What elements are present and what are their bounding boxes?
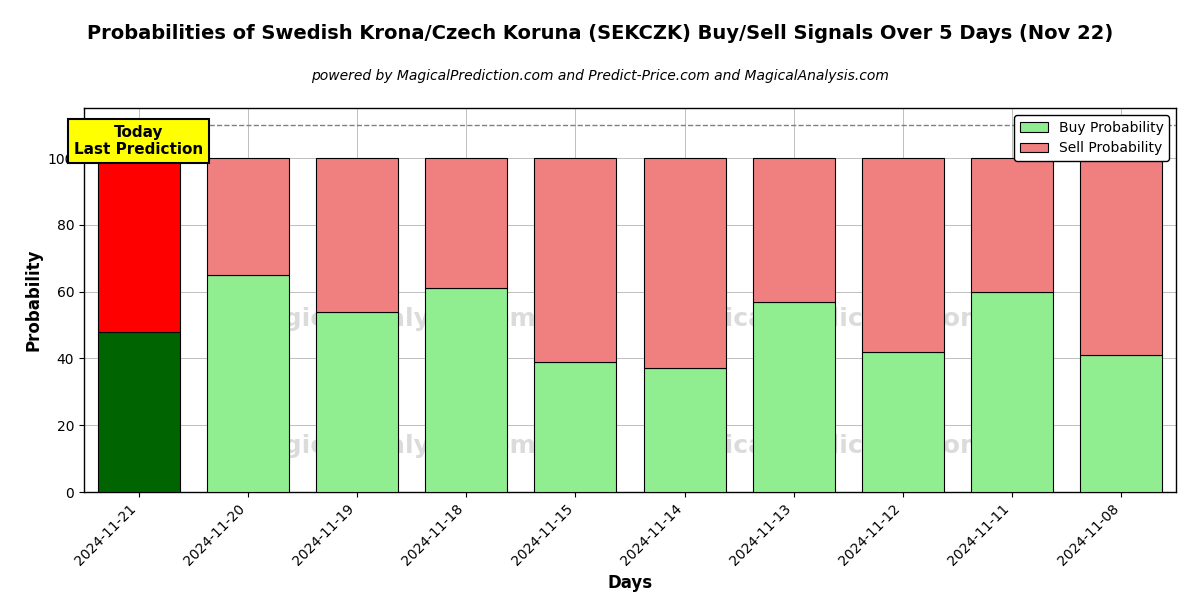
- Text: Today
Last Prediction: Today Last Prediction: [74, 125, 203, 157]
- Bar: [862, 352, 944, 492]
- Bar: [1080, 158, 1163, 355]
- Text: Probabilities of Swedish Krona/Czech Koruna (SEKCZK) Buy/Sell Signals Over 5 Day: Probabilities of Swedish Krona/Czech Kor…: [86, 24, 1114, 43]
- Text: powered by MagicalPrediction.com and Predict-Price.com and MagicalAnalysis.com: powered by MagicalPrediction.com and Pre…: [311, 69, 889, 83]
- Text: MagicalAnalysis.com: MagicalAnalysis.com: [242, 434, 536, 458]
- X-axis label: Days: Days: [607, 574, 653, 592]
- Bar: [534, 362, 617, 492]
- Bar: [316, 158, 398, 311]
- Bar: [206, 275, 289, 492]
- Bar: [971, 292, 1054, 492]
- Legend: Buy Probability, Sell Probability: Buy Probability, Sell Probability: [1014, 115, 1169, 161]
- Bar: [97, 332, 180, 492]
- Bar: [752, 302, 835, 492]
- Bar: [862, 158, 944, 352]
- Bar: [206, 158, 289, 275]
- Bar: [425, 289, 508, 492]
- Bar: [971, 158, 1054, 292]
- Bar: [316, 311, 398, 492]
- Text: MagicalPrediction.com: MagicalPrediction.com: [666, 434, 988, 458]
- Bar: [643, 368, 726, 492]
- Bar: [97, 158, 180, 332]
- Text: MagicalPrediction.com: MagicalPrediction.com: [666, 307, 988, 331]
- Bar: [534, 158, 617, 362]
- Y-axis label: Probability: Probability: [24, 249, 42, 351]
- Bar: [425, 158, 508, 289]
- Bar: [752, 158, 835, 302]
- Bar: [1080, 355, 1163, 492]
- Text: MagicalAnalysis.com: MagicalAnalysis.com: [242, 307, 536, 331]
- Bar: [643, 158, 726, 368]
